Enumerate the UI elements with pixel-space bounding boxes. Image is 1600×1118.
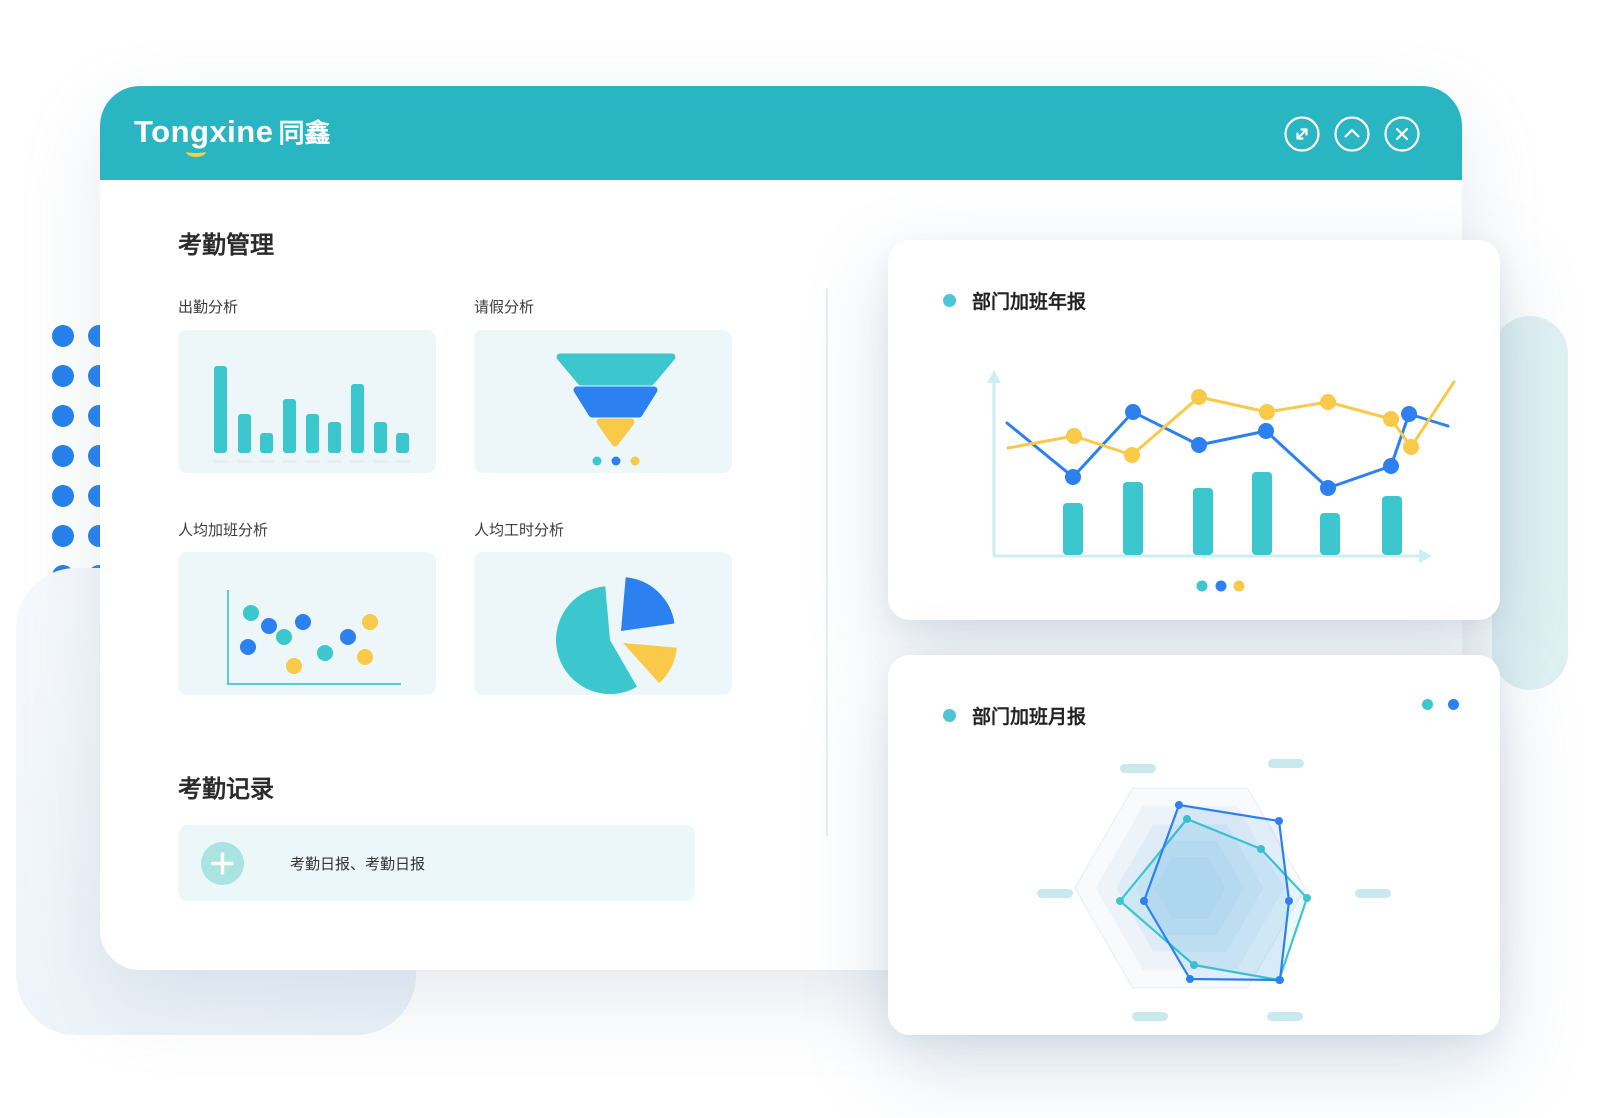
teal-dot-icon: [1422, 699, 1433, 710]
bullet-icon: [943, 294, 956, 307]
annual-report-header: 部门加班年报: [943, 287, 1086, 314]
brand-logo: Tongxine 同鑫: [134, 113, 331, 157]
section-title-attendance: 考勤管理: [178, 232, 274, 259]
annual-combo-chart: [987, 370, 1456, 592]
monthly-report-card: 部门加班月报: [888, 655, 1500, 1035]
chevron-up-icon: [1334, 116, 1370, 152]
bullet-icon: [943, 709, 956, 722]
monthly-report-header: 部门加班月报: [943, 702, 1086, 729]
close-icon: [1384, 116, 1420, 152]
brand-name-cn: 同鑫: [278, 118, 331, 148]
collapse-button[interactable]: [1334, 116, 1370, 152]
section-title-records: 考勤记录: [178, 776, 274, 803]
vertical-divider: [826, 288, 828, 836]
window-controls: [1284, 116, 1420, 152]
annual-report-card: 部门加班年报: [888, 240, 1500, 620]
hours-analysis-card[interactable]: [474, 552, 732, 695]
expand-button[interactable]: [1284, 116, 1320, 152]
monthly-radar-chart: [1037, 759, 1391, 1021]
attendance-analysis-card[interactable]: [178, 330, 436, 473]
overtime-analysis-card[interactable]: [178, 552, 436, 695]
decor-rect-right: [1492, 316, 1568, 690]
chart-label-leave-analysis: 请假分析: [474, 299, 535, 316]
chart-label-attendance-analysis: 出勤分析: [178, 299, 239, 316]
leave-analysis-card[interactable]: [474, 330, 732, 473]
overtime-scatter-chart: [227, 590, 401, 685]
add-record-button[interactable]: [201, 841, 244, 885]
brand-name-en: Tongxine: [134, 114, 274, 149]
annual-report-title: 部门加班年报: [972, 292, 1087, 313]
expand-icon: [1284, 116, 1320, 152]
record-card[interactable]: 考勤日报、考勤日报: [178, 825, 695, 901]
blue-dot-icon: [1448, 699, 1459, 710]
close-button[interactable]: [1384, 116, 1420, 152]
record-entry-label: 考勤日报、考勤日报: [290, 855, 426, 873]
hours-pie-chart: [555, 577, 677, 694]
logo-smile-accent: [186, 146, 206, 157]
chart-label-overtime-analysis: 人均加班分析: [178, 522, 269, 539]
leave-funnel-chart: [556, 353, 676, 466]
monthly-report-title: 部门加班月报: [972, 707, 1087, 728]
attendance-bar-chart: [213, 366, 410, 463]
titlebar: Tongxine 同鑫: [100, 86, 1462, 180]
monthly-corner-dots: [1422, 699, 1459, 710]
chart-label-hours-analysis: 人均工时分析: [474, 522, 565, 539]
plus-icon: [201, 841, 244, 885]
